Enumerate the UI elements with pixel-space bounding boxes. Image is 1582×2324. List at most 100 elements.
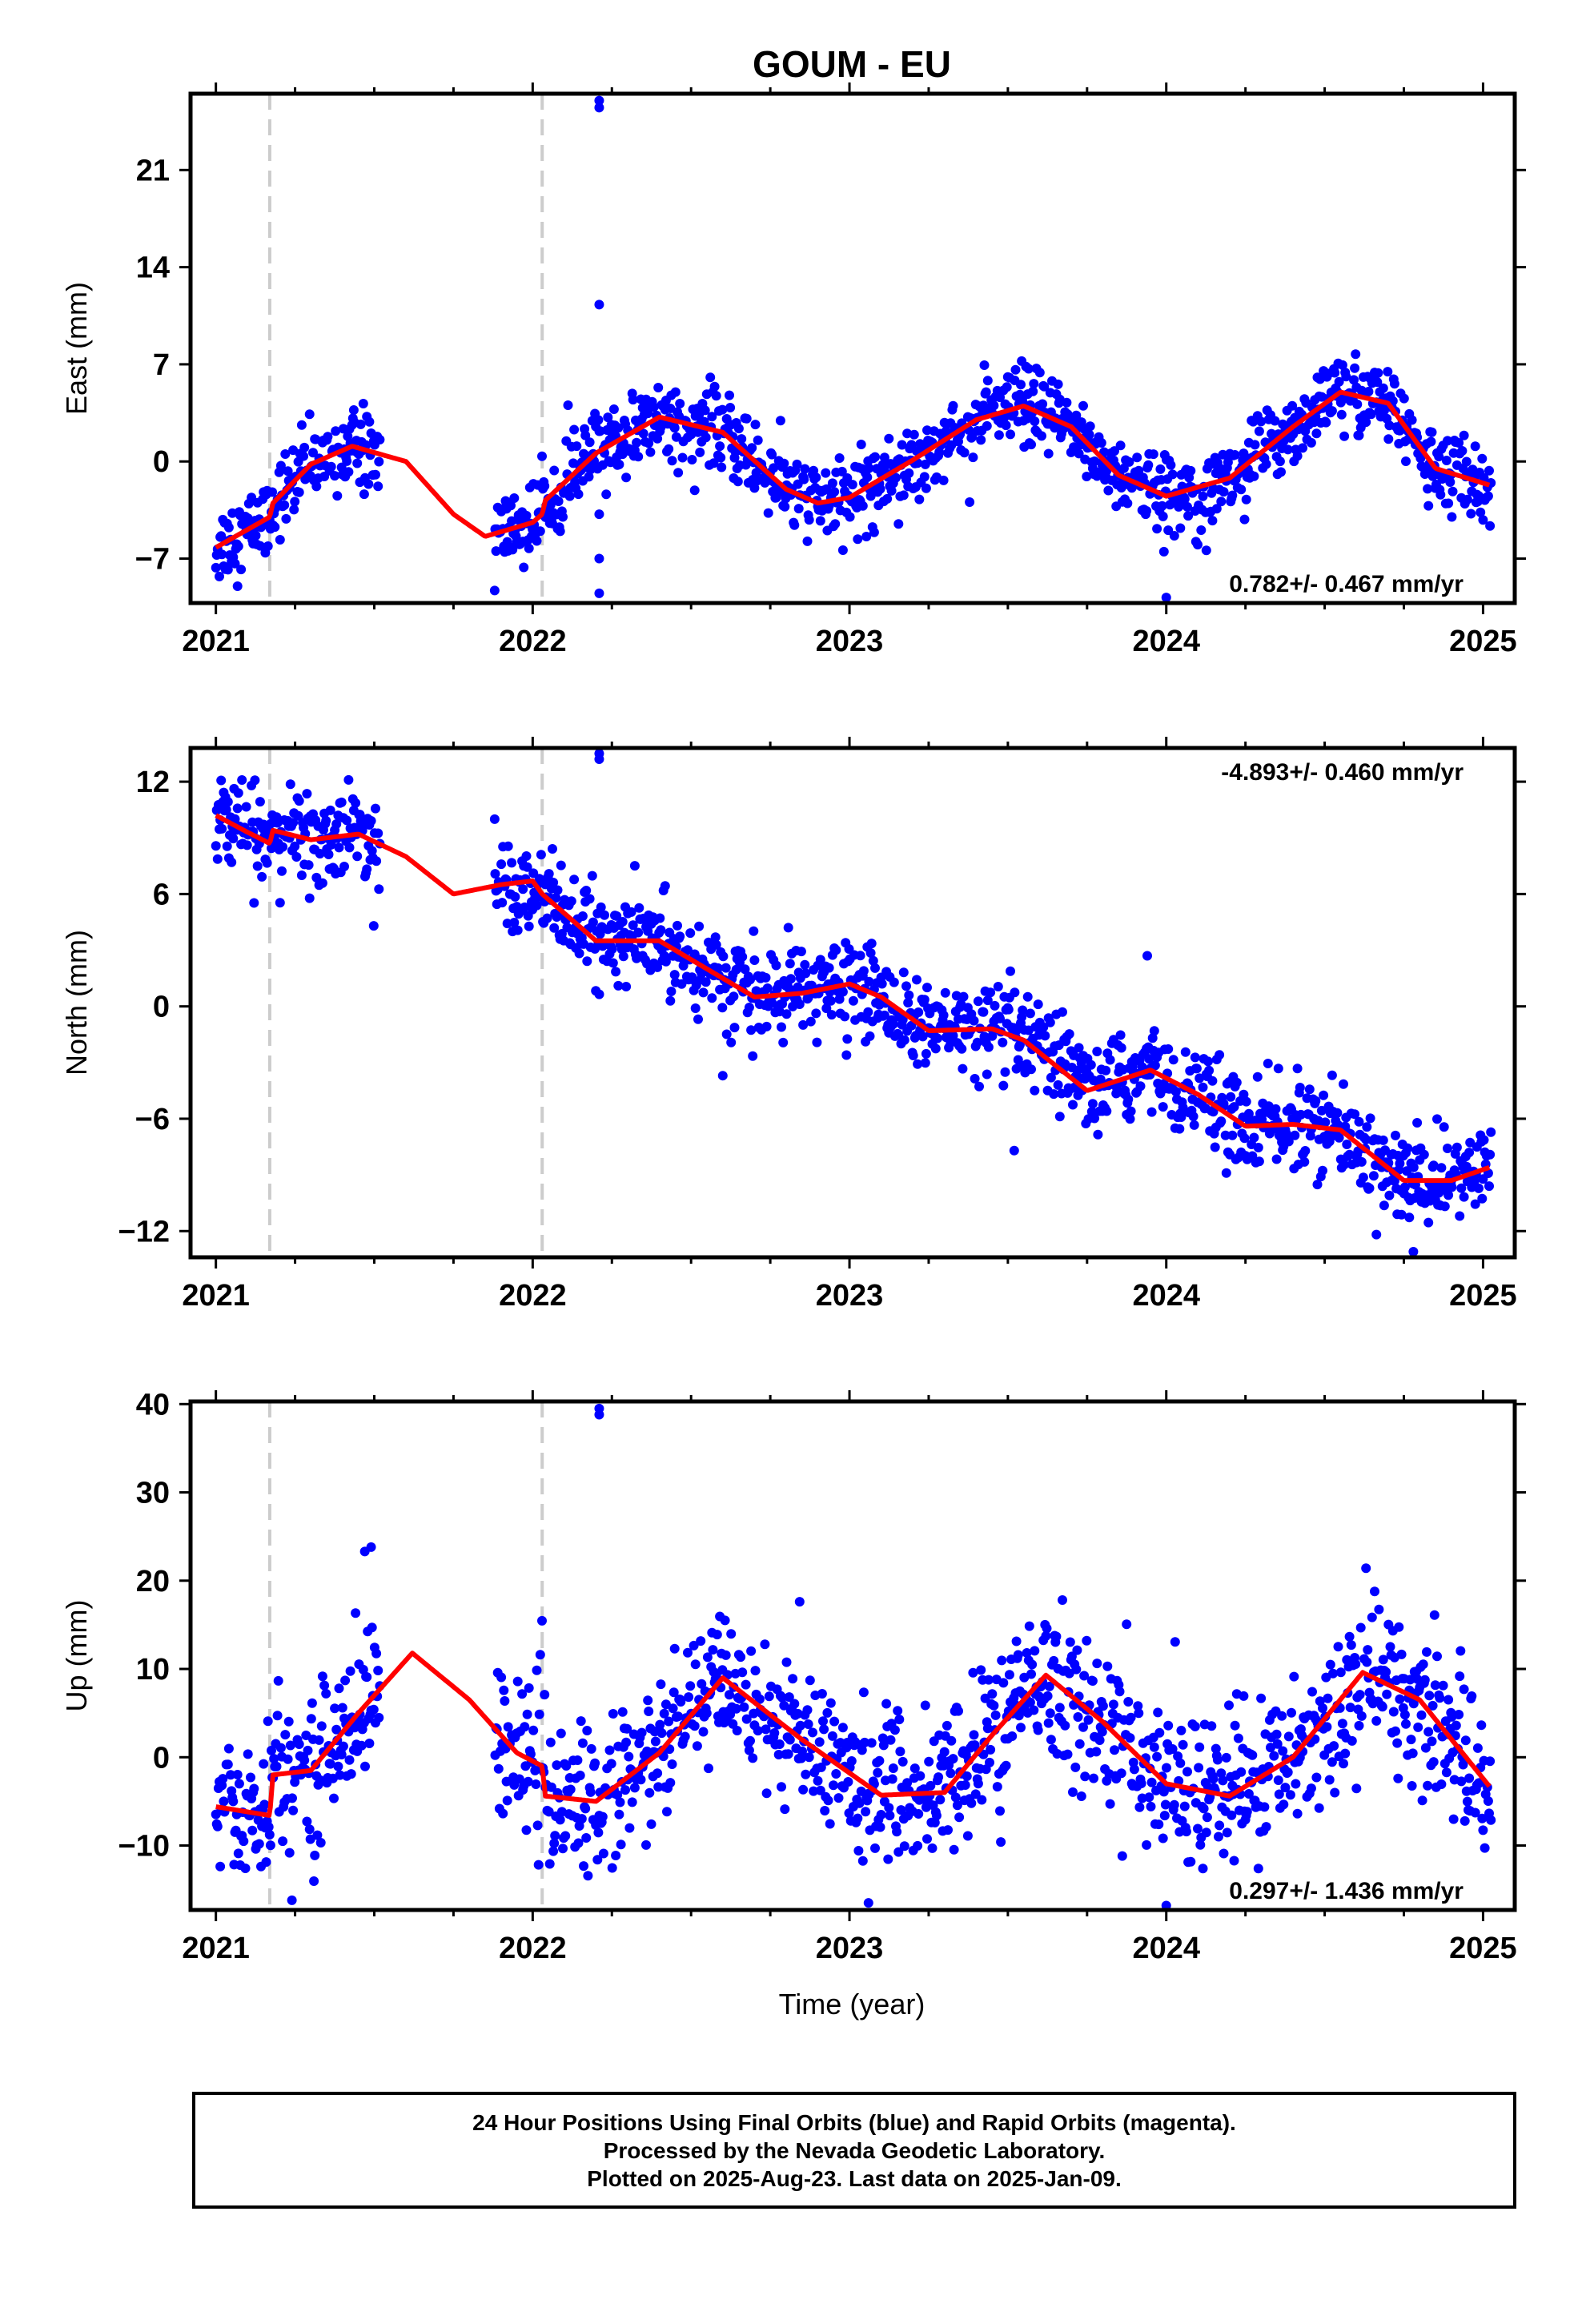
data-point bbox=[1464, 1773, 1475, 1783]
data-point bbox=[812, 1037, 822, 1047]
data-point bbox=[1392, 1738, 1403, 1748]
data-point bbox=[915, 1771, 926, 1781]
data-point bbox=[1456, 1183, 1467, 1193]
data-point bbox=[750, 1666, 761, 1676]
north-panel: 2021 2022 2023 2024 2025 −12 −6 0 6 12 North (mm) -… bbox=[60, 737, 1526, 1313]
data-point bbox=[976, 1665, 986, 1675]
data-point bbox=[371, 803, 380, 814]
data-point bbox=[708, 1645, 718, 1655]
data-point bbox=[1351, 349, 1361, 360]
data-point bbox=[957, 1043, 967, 1054]
data-point bbox=[532, 1820, 543, 1831]
data-point bbox=[922, 1834, 932, 1844]
data-point bbox=[878, 1740, 889, 1751]
outlier-point bbox=[594, 300, 604, 310]
data-point bbox=[921, 1048, 931, 1059]
data-point bbox=[590, 1758, 600, 1768]
data-point bbox=[535, 1650, 545, 1660]
data-point bbox=[1243, 1789, 1254, 1799]
data-point bbox=[234, 1779, 244, 1789]
data-point bbox=[1434, 452, 1444, 462]
data-point bbox=[904, 990, 914, 1000]
data-point bbox=[641, 1839, 651, 1850]
data-point bbox=[660, 881, 670, 891]
data-point bbox=[221, 805, 231, 815]
data-point bbox=[263, 541, 273, 551]
y-axis-label: North (mm) bbox=[60, 930, 93, 1076]
data-point bbox=[334, 842, 344, 853]
data-point bbox=[594, 989, 604, 999]
data-point bbox=[924, 1756, 934, 1767]
data-point bbox=[1076, 1791, 1086, 1801]
data-point bbox=[606, 1759, 616, 1769]
model-fit-line bbox=[215, 1651, 1492, 1818]
data-point bbox=[1261, 1822, 1271, 1832]
data-point bbox=[1311, 428, 1322, 439]
data-point bbox=[1277, 1711, 1287, 1721]
data-point bbox=[1126, 1106, 1136, 1116]
data-point bbox=[648, 402, 659, 412]
data-point bbox=[1085, 421, 1095, 432]
data-point bbox=[891, 472, 901, 483]
data-point bbox=[675, 931, 685, 942]
data-point bbox=[860, 1737, 869, 1747]
data-point bbox=[644, 1787, 655, 1798]
data-point bbox=[1477, 1193, 1488, 1204]
data-point bbox=[304, 409, 315, 420]
data-point bbox=[1101, 1065, 1111, 1076]
data-point bbox=[1186, 1856, 1196, 1867]
data-point bbox=[1361, 1563, 1371, 1574]
data-point bbox=[1170, 1087, 1181, 1097]
data-point bbox=[519, 562, 529, 573]
data-point bbox=[1372, 377, 1383, 388]
data-point bbox=[1459, 1192, 1469, 1202]
data-point bbox=[1125, 1114, 1135, 1124]
data-point bbox=[1038, 1022, 1049, 1032]
data-point bbox=[843, 1777, 853, 1787]
y-tick-label: 0 bbox=[153, 991, 170, 1024]
data-point bbox=[573, 1838, 584, 1848]
data-point bbox=[211, 562, 221, 573]
data-point bbox=[1349, 375, 1359, 385]
data-point bbox=[536, 850, 546, 860]
data-point bbox=[632, 437, 642, 448]
data-point bbox=[989, 400, 999, 411]
data-point bbox=[1146, 1107, 1157, 1117]
data-point bbox=[802, 1705, 813, 1715]
data-point bbox=[1014, 1039, 1025, 1050]
data-point bbox=[949, 1844, 959, 1855]
data-point bbox=[779, 1700, 789, 1711]
data-point bbox=[1073, 1712, 1083, 1722]
data-point bbox=[1423, 1727, 1434, 1737]
data-point bbox=[1045, 1708, 1055, 1719]
data-point bbox=[800, 959, 810, 970]
y-tick-label: −7 bbox=[135, 543, 170, 577]
data-point bbox=[783, 923, 793, 933]
data-point bbox=[1271, 1729, 1282, 1739]
data-point bbox=[1062, 397, 1072, 408]
data-point bbox=[1086, 1059, 1096, 1070]
data-points bbox=[211, 95, 1496, 603]
data-point bbox=[352, 851, 363, 862]
data-point bbox=[1006, 966, 1015, 976]
data-point bbox=[746, 1025, 757, 1035]
data-point bbox=[992, 1782, 1002, 1792]
data-point bbox=[1152, 524, 1162, 534]
data-point bbox=[656, 1728, 667, 1739]
data-point bbox=[802, 536, 813, 546]
data-point bbox=[1125, 1733, 1135, 1743]
data-point bbox=[798, 1019, 809, 1030]
data-point bbox=[819, 1724, 829, 1735]
data-point bbox=[1167, 469, 1178, 480]
data-point bbox=[312, 1830, 323, 1840]
data-point bbox=[568, 458, 578, 468]
data-point bbox=[912, 975, 921, 985]
data-point bbox=[1253, 1143, 1263, 1152]
data-point bbox=[994, 430, 1004, 440]
data-point bbox=[283, 1716, 294, 1727]
data-point bbox=[338, 1741, 348, 1751]
data-point bbox=[1158, 1833, 1168, 1844]
data-point bbox=[861, 1807, 871, 1817]
data-point bbox=[633, 927, 644, 938]
